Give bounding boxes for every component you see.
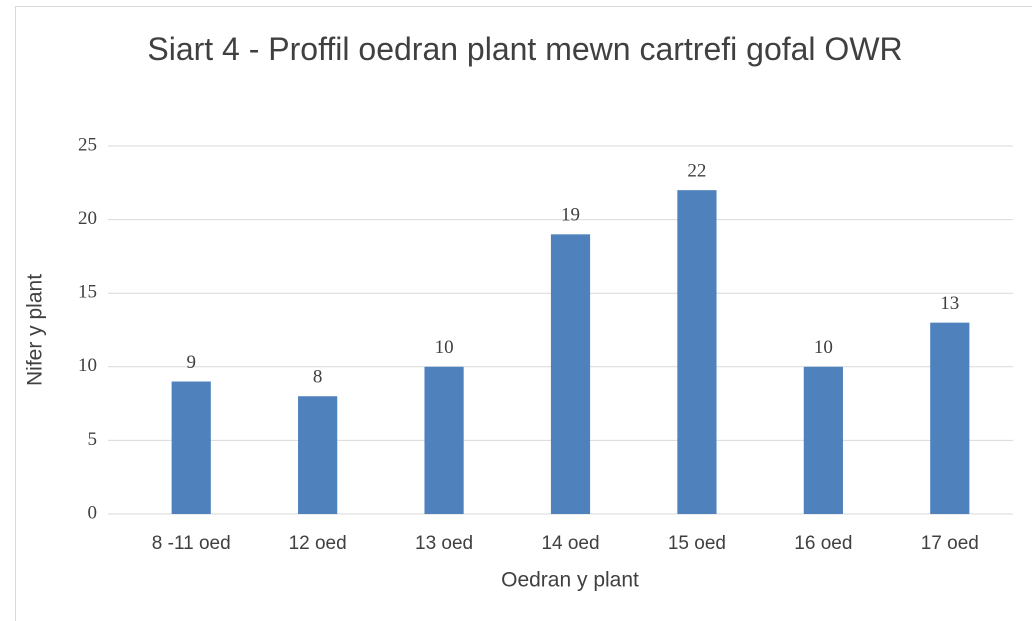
- x-tick-label: 16 oed: [794, 533, 852, 554]
- y-tick-label: 20: [78, 208, 97, 229]
- y-tick-label: 5: [88, 429, 98, 450]
- bar: [171, 381, 211, 514]
- y-axis-title: Nifer y plant: [24, 274, 47, 386]
- x-tick-label: 12 oed: [289, 533, 347, 554]
- bar: [677, 190, 717, 514]
- y-tick-label: 25: [78, 134, 97, 155]
- data-label: 10: [435, 337, 454, 358]
- x-tick-label: 8 -11 oed: [152, 533, 231, 554]
- bar: [803, 366, 843, 514]
- y-tick-label: 15: [78, 282, 97, 303]
- data-label: 19: [561, 205, 580, 226]
- bar: [298, 396, 338, 514]
- data-label: 22: [687, 161, 706, 182]
- x-tick-label: 13 oed: [415, 533, 473, 554]
- x-axis-title: Oedran y plant: [501, 569, 639, 592]
- data-label: 10: [814, 337, 833, 358]
- data-label: 9: [186, 352, 196, 373]
- data-label: 13: [940, 293, 959, 314]
- chart-title: Siart 4 - Proffil oedran plant mewn cart…: [147, 31, 903, 67]
- x-tick-label: 15 oed: [668, 533, 726, 554]
- chart-border: [15, 6, 1032, 621]
- x-tick-label: 14 oed: [541, 533, 599, 554]
- x-tick-label: 17 oed: [921, 533, 979, 554]
- y-tick-label: 0: [88, 502, 98, 523]
- bar: [424, 366, 464, 514]
- y-tick-label: 10: [78, 355, 97, 376]
- bar: [550, 234, 591, 514]
- data-label: 8: [313, 367, 323, 388]
- bar: [930, 322, 970, 514]
